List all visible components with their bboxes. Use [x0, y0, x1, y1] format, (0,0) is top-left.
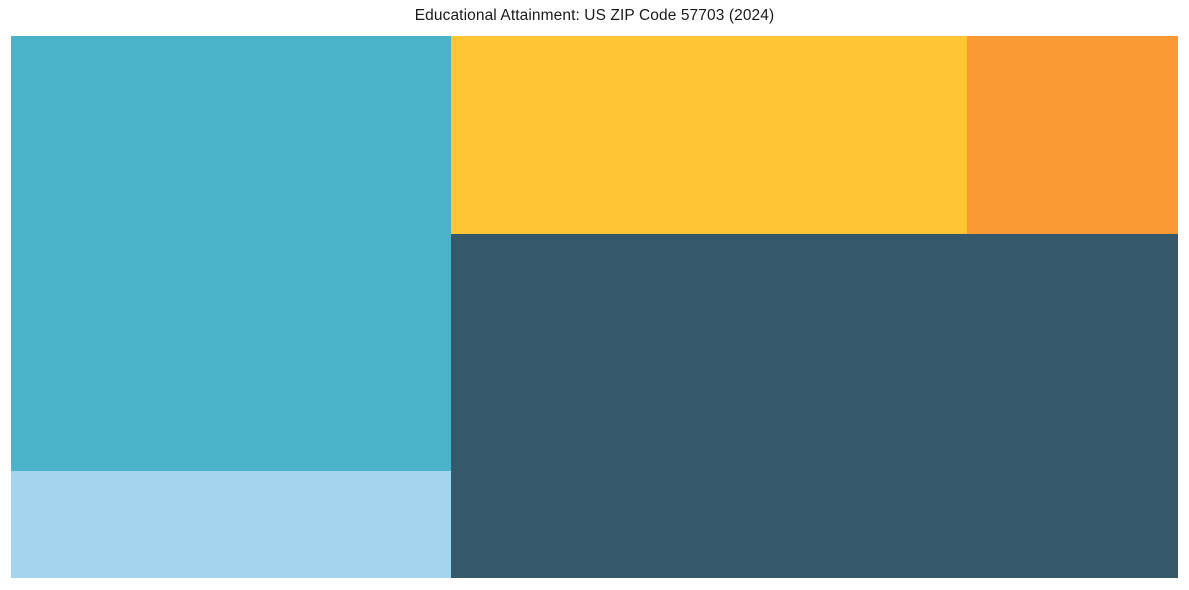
tile-less-than-high-school[interactable]: Less than high school diploma [11, 471, 451, 578]
tile-high-school-graduate[interactable]: High school graduate (includes equivalen… [450, 233, 1178, 578]
tile-bachelors-degree[interactable]: Bachelor's degree [450, 36, 967, 234]
treemap-plot-area: High school graduate (includes equivalen… [11, 36, 1178, 578]
tile-graduate-professional[interactable]: Graduate or professional degree [966, 36, 1178, 234]
chart-title: Educational Attainment: US ZIP Code 5770… [414, 7, 775, 24]
tile-some-college-associate[interactable]: Some college or associate's degree [11, 36, 451, 472]
